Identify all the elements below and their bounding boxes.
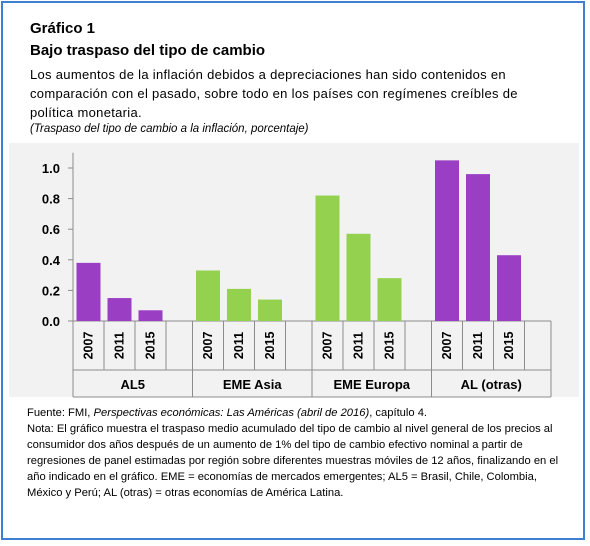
bar [196,270,220,321]
chart-notes: Fuente: FMI, Perspectivas económicas: La… [27,405,572,501]
note-text: Nota: El gráfico muestra el traspaso med… [27,423,559,499]
bar [76,262,101,321]
x-year-label: 2015 [502,332,516,360]
bar [497,255,521,321]
y-tick-label: 0.0 [42,314,60,329]
x-year-label: 2011 [352,332,366,359]
chart-description: Los aumentos de la inflación debidos a d… [30,67,518,120]
y-tick-label: 0.4 [42,253,61,268]
bar [107,298,132,321]
bar [377,278,402,321]
x-year-label: 2007 [440,332,454,360]
x-group-label: EME Asia [223,377,283,392]
x-year-label: 2011 [471,332,485,359]
bar [138,310,163,321]
bar [435,160,459,321]
chart-subtitle: Bajo traspaso del tipo de cambio [30,42,266,59]
bar [227,288,251,321]
x-year-label: 2011 [113,332,127,359]
source-title: Perspectivas económicas: Las Américas (a… [93,407,370,419]
x-group-label: AL (otras) [461,377,522,392]
y-tick-label: 0.2 [42,283,60,298]
bar [315,195,340,321]
bar [466,174,490,321]
x-year-label: 2007 [321,332,335,360]
x-year-label: 2015 [144,332,158,360]
chart-units: (Traspaso del tipo de cambio a la inflac… [30,123,309,135]
x-year-label: 2015 [383,332,397,360]
x-year-label: 2015 [263,332,277,360]
x-year-label: 2011 [232,332,246,359]
bar [346,233,371,321]
bar [258,299,282,321]
x-group-label: EME Europa [333,377,410,392]
x-year-label: 2007 [201,332,215,360]
y-tick-label: 0.6 [42,222,60,237]
source-line: Fuente: FMI, Perspectivas económicas: La… [27,407,428,419]
y-tick-label: 0.8 [42,192,60,207]
y-tick-label: 1.0 [42,161,60,176]
x-year-label: 2007 [82,332,96,360]
x-group-label: AL5 [120,377,145,392]
chart-title: Gráfico 1 [30,20,96,37]
